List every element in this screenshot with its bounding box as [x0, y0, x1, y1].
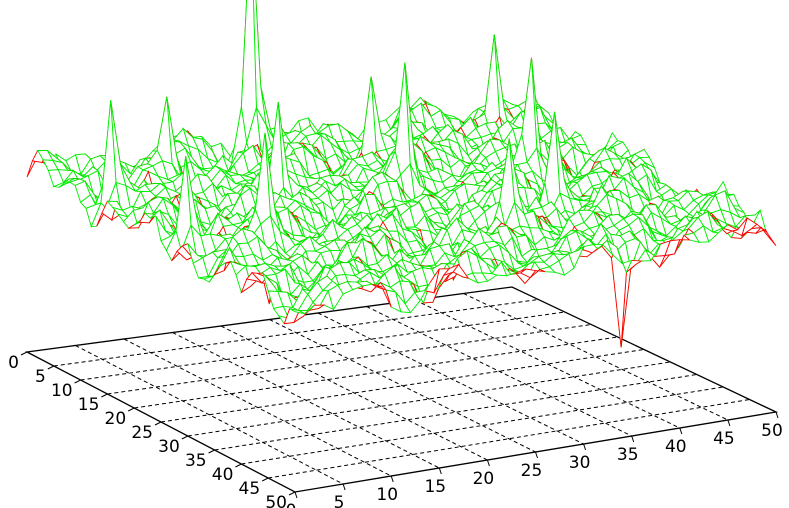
- floor-grid-line: [241, 386, 724, 465]
- y-tick-label: 25: [521, 461, 543, 481]
- floor-grid-line: [187, 361, 671, 437]
- floor-grid-line: [317, 312, 584, 445]
- y-axis-tick-labels: 0 5 10 15 20 25 30 35 40 45 50: [286, 411, 783, 508]
- x-tick-mark: [101, 393, 108, 398]
- y-tick-mark: [727, 419, 731, 427]
- y-tick-label: 30: [569, 453, 591, 473]
- floor-grid-line: [269, 319, 536, 453]
- x-tick-mark: [261, 477, 269, 482]
- floor-grid-line: [53, 299, 539, 367]
- floor-grid-line: [220, 325, 488, 461]
- floor-grid-line: [366, 306, 632, 437]
- floor-grid: [53, 293, 750, 485]
- floor-grid-line: [160, 349, 645, 423]
- floor-grid-line: [268, 399, 750, 479]
- y-tick-label: 50: [761, 421, 783, 441]
- x-tick-mark: [154, 421, 162, 426]
- floor-grid-line: [414, 299, 681, 429]
- y-tick-label: 0: [286, 501, 297, 508]
- y-tick-label: 10: [376, 485, 398, 505]
- y-tick-mark: [342, 483, 346, 491]
- x-tick-label: 20: [105, 409, 127, 429]
- x-tick-mark: [208, 449, 215, 454]
- x-tick-mark: [74, 379, 81, 384]
- y-tick-mark: [535, 451, 538, 459]
- x-tick-label: 35: [185, 451, 207, 471]
- y-tick-mark: [438, 467, 442, 475]
- x-tick-label: 25: [131, 423, 153, 443]
- floor-grid-line: [134, 336, 618, 409]
- y-tick-mark: [294, 491, 298, 499]
- x-tick-label: 0: [8, 353, 19, 373]
- y-tick-label: 20: [473, 469, 495, 489]
- x-tick-mark: [47, 365, 55, 370]
- floor-grid-line: [107, 324, 592, 395]
- y-tick-mark: [631, 435, 635, 443]
- y-tick-label: 15: [424, 477, 446, 497]
- y-tick-label: 45: [713, 429, 735, 449]
- floor-grid-line: [172, 332, 440, 469]
- floor-border: [24, 286, 779, 493]
- y-tick-label: 40: [665, 437, 687, 457]
- floor-grid-line: [214, 374, 697, 451]
- floor-outline: [24, 286, 779, 493]
- x-tick-mark: [235, 463, 242, 468]
- x-tick-label: 40: [212, 465, 234, 485]
- floor-grid-line: [123, 338, 392, 477]
- surface-cell: [760, 227, 777, 246]
- x-tick-label: 50: [265, 493, 287, 508]
- surface-cell: [484, 34, 501, 133]
- x-tick-label: 45: [239, 479, 261, 499]
- y-tick-label: 5: [334, 493, 345, 508]
- y-tick-mark: [583, 443, 587, 451]
- y-tick-mark: [486, 459, 490, 467]
- x-tick-mark: [20, 351, 28, 356]
- x-tick-label: 10: [51, 381, 73, 401]
- y-tick-mark: [679, 427, 683, 435]
- x-tick-mark: [181, 435, 189, 440]
- surface-mesh: [26, 0, 777, 348]
- x-tick-label: 5: [35, 367, 46, 387]
- y-tick-mark: [775, 411, 779, 419]
- y-tick-mark: [390, 475, 394, 483]
- x-tick-label: 15: [78, 395, 100, 415]
- surface-cell: [289, 308, 305, 315]
- y-tick-label: 35: [617, 445, 639, 465]
- x-tick-label: 30: [158, 437, 180, 457]
- floor-grid-line: [80, 311, 565, 381]
- x-tick-mark: [288, 491, 296, 496]
- surface-cell: [360, 76, 377, 165]
- floor-grid-line: [75, 345, 344, 485]
- x-tick-mark: [127, 407, 135, 412]
